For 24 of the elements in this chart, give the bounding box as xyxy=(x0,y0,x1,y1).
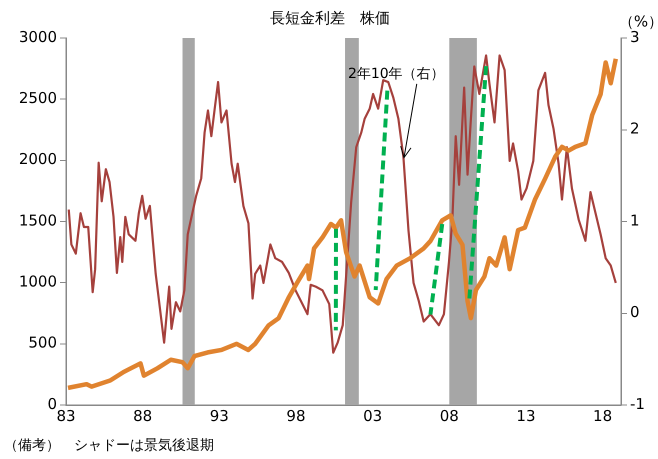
y2-tick-label: -1 xyxy=(630,394,645,413)
y-tick-label: 500 xyxy=(28,334,57,352)
x-tick-label: 03 xyxy=(363,406,382,425)
y-tick-label: 0 xyxy=(47,394,57,413)
x-tick-label: 98 xyxy=(286,406,306,425)
y-tick-label: 1000 xyxy=(18,272,57,291)
y2-tick-label: 0 xyxy=(630,303,640,322)
x-tick-label: 93 xyxy=(210,406,229,425)
y-tick-label: 3000 xyxy=(18,28,57,46)
x-tick-label: 13 xyxy=(516,406,536,425)
x-tick-label: 88 xyxy=(133,406,152,425)
chart-title: 長短金利差 株価 xyxy=(270,8,390,27)
y2-tick-label: 2 xyxy=(630,120,640,138)
series-label: 2年10年（右） xyxy=(348,66,445,82)
text: （備考） シャドーは景気後退期 xyxy=(4,438,214,454)
y-tick-label: 2000 xyxy=(18,150,57,168)
y-tick-label: 1500 xyxy=(18,211,57,230)
y2-tick-label: 3 xyxy=(630,28,640,46)
y2-tick-label: 1 xyxy=(630,211,640,230)
x-tick-label: 18 xyxy=(593,406,612,425)
x-tick-label: 08 xyxy=(440,406,459,425)
x-tick-label: 83 xyxy=(56,406,76,425)
y2-axis-title: （%） xyxy=(618,12,658,30)
y-tick-label: 2500 xyxy=(18,89,57,108)
